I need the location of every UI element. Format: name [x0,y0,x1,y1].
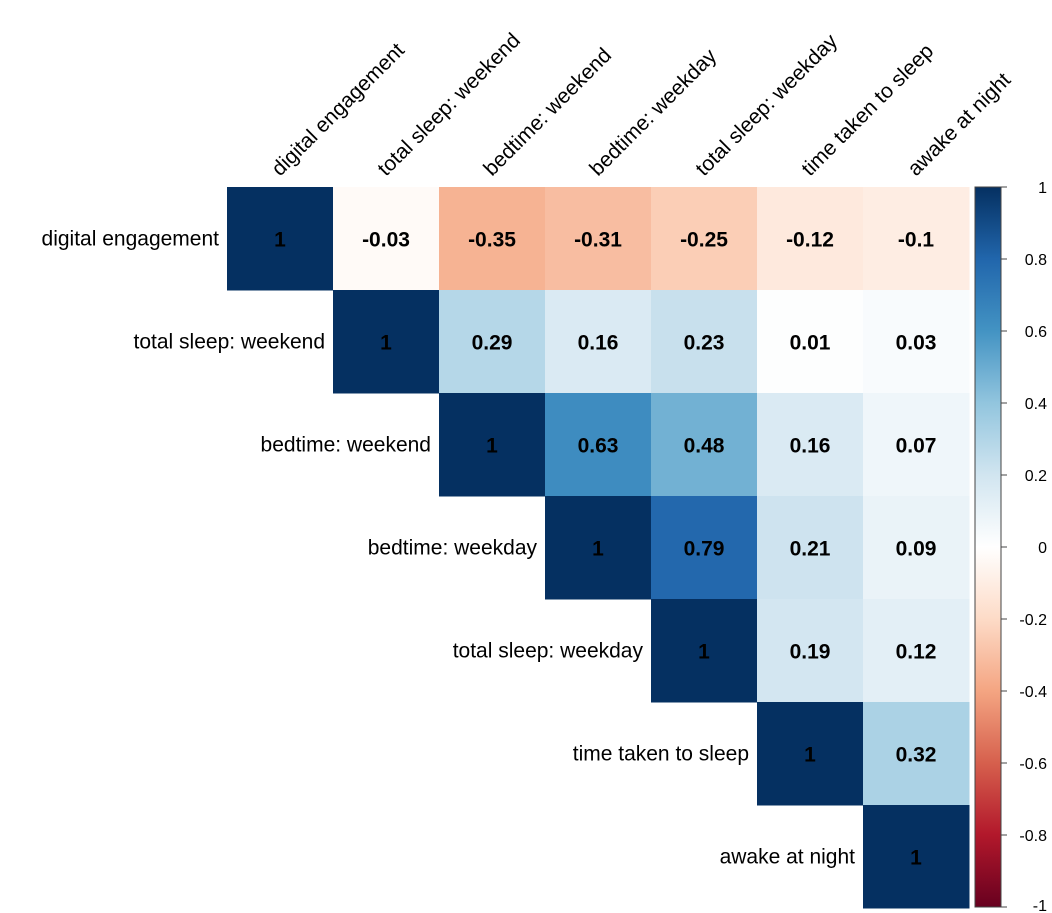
colorbar-tick-label: 0 [1038,540,1047,557]
colorbar-tick-label: -0.8 [1019,828,1047,845]
heatmap-cell [863,187,970,291]
cell-value: 0.07 [896,435,937,458]
row-label-total-sleep-weekday: total sleep: weekday [453,640,644,663]
cell-value: 0.29 [472,332,513,355]
colorbar-tick-label: -0.4 [1019,684,1047,701]
heatmap-cell [651,187,758,291]
cell-value: 1 [274,229,286,252]
cell-value: 0.12 [896,641,937,664]
heatmap-cell [545,496,652,600]
row-label-bedtime-weekday: bedtime: weekday [368,537,538,560]
heatmap-cell [651,496,758,600]
cell-value: 1 [804,744,816,767]
cell-value: -0.25 [680,229,728,252]
colorbar-tick-label: 0.6 [1025,324,1047,341]
heatmap-cell [545,187,652,291]
cell-value: 1 [698,641,710,664]
cell-value: 0.32 [896,744,937,767]
colorbar: 1 0.8 0.6 0.4 0.2 0 -0.2 -0.4 -0.6 -0.8 -1 [974,180,1047,913]
cell-value: 0.16 [578,332,619,355]
cell-value: -0.35 [468,229,516,252]
cell-value: 0.23 [684,332,725,355]
cell-value: 0.63 [578,435,619,458]
heatmap-cell [545,290,652,394]
row-label-total-sleep-weekend: total sleep: weekend [134,331,325,354]
colorbar-tick-label: 1 [1038,180,1047,197]
colorbar-tick-label: -0.2 [1019,612,1047,629]
heatmap-cell [757,290,864,394]
cell-value: 0.01 [790,332,831,355]
cell-value: 1 [380,332,392,355]
heatmap-cell [757,393,864,497]
heatmap-cell [333,187,440,291]
cell-value: 1 [910,847,922,870]
cell-value: -0.12 [786,229,834,252]
heatmap-cell [227,187,334,291]
cell-values: 1 -0.03 -0.35 -0.31 -0.25 -0.12 -0.1 1 0.29 0.16 0… [274,229,936,870]
heatmap-cell [757,187,864,291]
heatmap-cell [863,290,970,394]
heatmap-cell [439,290,546,394]
colorbar-tick-label: 0.2 [1025,468,1047,485]
heatmap-cells [227,187,970,909]
heatmap-cell [863,393,970,497]
cell-value: -0.31 [574,229,622,252]
heatmap-cell [863,805,970,909]
cell-value: -0.1 [898,229,935,252]
cell-value: 0.03 [896,332,937,355]
heatmap-cell [863,599,970,703]
heatmap-cell [545,393,652,497]
colorbar-tick-label: 0.8 [1025,252,1047,269]
cell-value: 0.79 [684,538,725,561]
heatmap-cell [651,599,758,703]
heatmap-cell [333,290,440,394]
row-label-time-taken-to-sleep: time taken to sleep [573,743,749,766]
row-label-digital-engagement: digital engagement [42,228,220,251]
heatmap-cell [757,702,864,806]
colorbar-tick-label: -0.6 [1019,756,1047,773]
row-label-bedtime-weekend: bedtime: weekend [261,434,431,457]
cell-value: 0.21 [790,538,831,561]
cell-value: 0.19 [790,641,831,664]
heatmap-cell [439,393,546,497]
heatmap-cell [757,496,864,600]
cell-value: 1 [592,538,604,561]
cell-value: 1 [486,435,498,458]
heatmap-cell [863,702,970,806]
heatmap-cell [651,290,758,394]
cell-value: 0.48 [684,435,725,458]
row-labels: digital engagement total sleep: weekend be… [42,228,856,869]
cell-value: -0.03 [362,229,410,252]
row-label-awake-at-night: awake at night [720,846,856,869]
heatmap-cell [651,393,758,497]
cell-value: 0.16 [790,435,831,458]
colorbar-tick-label: 0.4 [1025,396,1047,413]
colorbar-gradient [974,186,1002,908]
heatmap-cell [439,187,546,291]
heatmap-cell [863,496,970,600]
colorbar-tick-label: -1 [1033,898,1047,913]
heatmap-cell [757,599,864,703]
column-label-awake-at-night: awake at night [903,68,1015,180]
cell-value: 0.09 [896,538,937,561]
